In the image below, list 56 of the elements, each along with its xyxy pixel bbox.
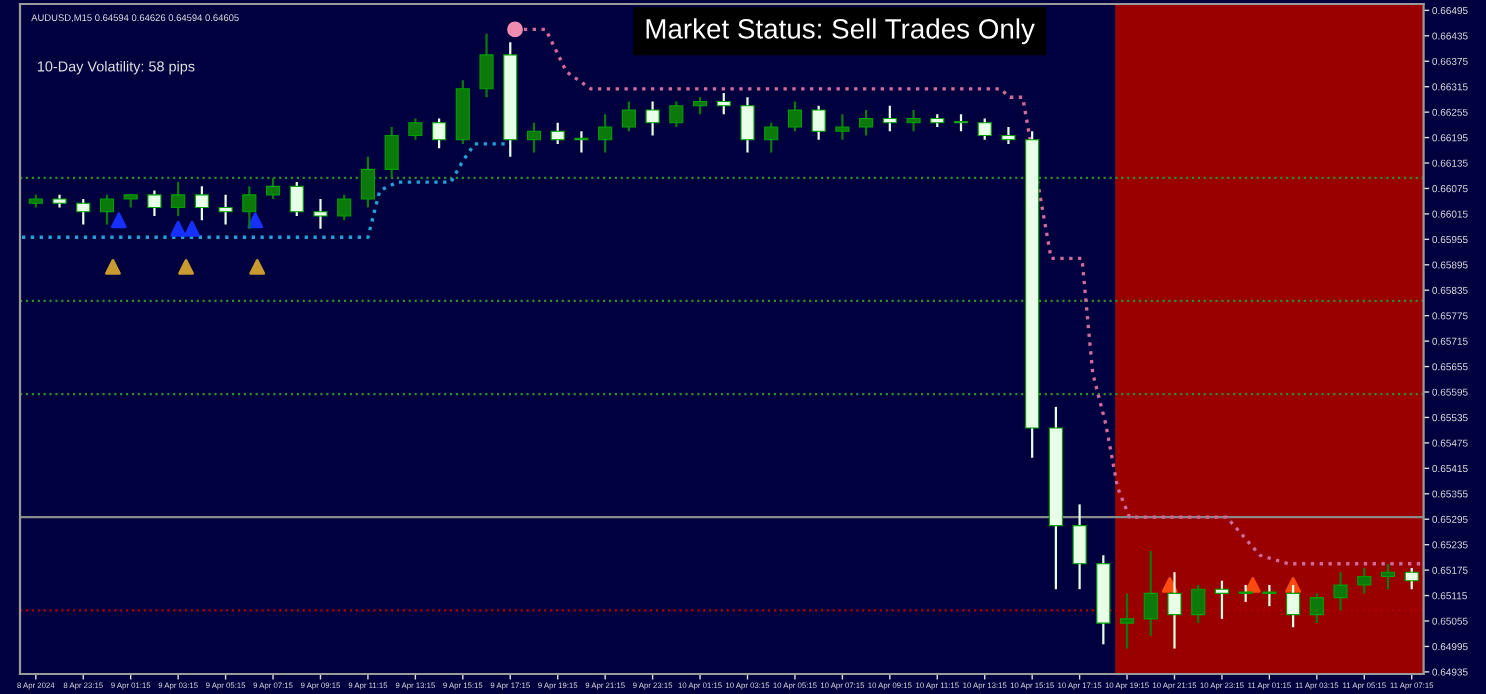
candlestick [574, 130, 589, 154]
candlestick [1191, 583, 1206, 625]
candlestick [147, 189, 162, 218]
point [507, 21, 523, 38]
point [1244, 577, 1261, 593]
candlestick [1214, 579, 1230, 620]
candlestick [811, 104, 826, 141]
point [184, 220, 200, 237]
candlestick [1143, 549, 1158, 637]
point [178, 259, 194, 275]
candlestick [360, 155, 376, 209]
candlestick [669, 100, 684, 129]
candlestick [479, 32, 494, 99]
candlestick [1380, 562, 1396, 591]
candlestick [218, 193, 233, 226]
candlestick [194, 185, 209, 222]
candlestick [313, 197, 328, 230]
point [249, 259, 266, 275]
candlestick [432, 117, 447, 150]
candlestick [1001, 125, 1016, 146]
candlestick [621, 100, 636, 133]
candlestick [977, 117, 992, 141]
point [105, 259, 121, 275]
point [247, 212, 264, 229]
candlestick [76, 197, 91, 226]
point [170, 220, 187, 237]
candlestick [882, 104, 897, 133]
candlestick [787, 100, 803, 133]
candlestick [1167, 571, 1182, 650]
candlestick [740, 96, 755, 154]
candlestick [526, 121, 542, 154]
candlestick [645, 100, 660, 137]
annotation: Market Status: Sell Trades Only [646, 18, 1035, 45]
point [110, 212, 127, 229]
candlestick [384, 125, 399, 179]
candlestick [1333, 571, 1348, 612]
candlestick [1309, 592, 1324, 625]
candlestick [289, 180, 304, 218]
candlestick [408, 117, 423, 141]
candlestick [906, 108, 921, 133]
candlestick [337, 193, 352, 222]
candlestick [598, 113, 613, 154]
candlestick [265, 176, 281, 201]
candlestick [171, 180, 186, 218]
candlestick [764, 121, 779, 154]
candlestick [99, 193, 115, 226]
candlestick [1072, 503, 1087, 591]
candlestick [1262, 583, 1277, 608]
candlestick [835, 113, 850, 141]
candlestick [1357, 566, 1372, 595]
candlestick [550, 121, 565, 146]
candlestick [242, 185, 257, 230]
candlestick [1404, 566, 1419, 591]
candlestick [1119, 592, 1135, 650]
candlestick [859, 108, 874, 137]
candlestick [716, 91, 731, 116]
